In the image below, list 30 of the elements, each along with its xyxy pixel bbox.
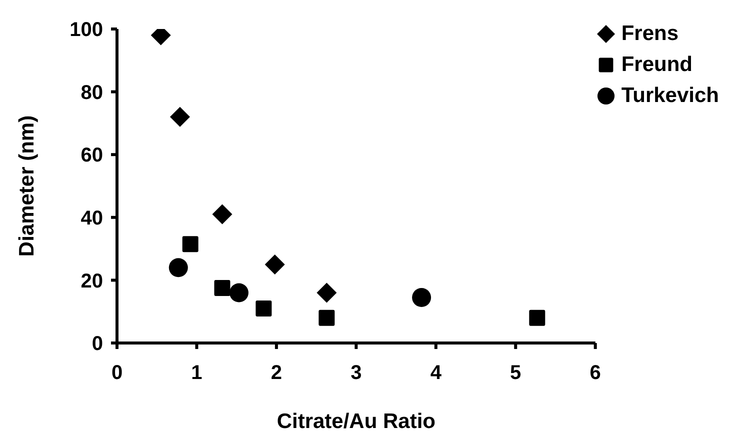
x-tick-label: 0 — [111, 362, 123, 384]
point — [214, 280, 230, 296]
x-tick-label: 2 — [270, 362, 282, 384]
x-tick-label: 5 — [510, 362, 522, 384]
point — [256, 300, 272, 316]
y-tick-label: 100 — [70, 19, 103, 42]
x-tick-label: 1 — [191, 362, 202, 384]
point — [264, 254, 285, 274]
legend-label: Turkevich — [621, 84, 719, 108]
point — [212, 204, 232, 224]
point — [229, 283, 248, 302]
y-tick-label: 80 — [80, 82, 103, 104]
y-tick-label: 20 — [80, 270, 103, 292]
y-axis-title: Diameter (nm) — [15, 115, 38, 257]
point — [529, 310, 546, 326]
point — [170, 106, 190, 127]
legend-label: Frens — [621, 22, 679, 46]
point — [316, 282, 337, 303]
x-tick-label: 3 — [350, 362, 362, 384]
legend-label: Freund — [621, 52, 693, 76]
point — [182, 236, 198, 252]
x-tick-label: 6 — [590, 362, 601, 384]
x-axis-title: Citrate/Au Ratio — [276, 410, 436, 433]
y-tick-label: 0 — [92, 333, 103, 356]
point — [318, 310, 335, 326]
x-tick-label: 4 — [430, 362, 442, 384]
y-tick-label: 60 — [80, 144, 103, 167]
point — [168, 258, 188, 278]
y-tick-label: 40 — [80, 208, 103, 230]
point — [412, 288, 432, 307]
